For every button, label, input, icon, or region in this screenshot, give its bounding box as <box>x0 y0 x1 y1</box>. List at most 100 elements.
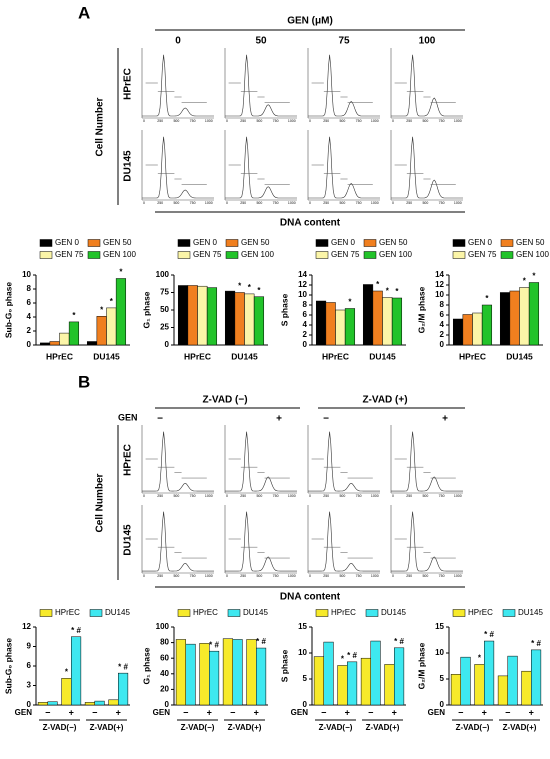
x-tick-label: − <box>368 707 373 717</box>
x-axis-label: GEN <box>428 708 446 717</box>
bar <box>39 342 51 346</box>
hist-tick: 250 <box>406 574 412 578</box>
y-tick-label: 4 <box>303 320 308 329</box>
hist-tick: 750 <box>273 201 279 205</box>
bar <box>96 316 107 346</box>
hist-tick: 1000 <box>288 201 296 205</box>
bar <box>94 700 105 706</box>
y-tick-label: 10 <box>435 290 444 299</box>
x-tick-label: DU145 <box>231 351 258 361</box>
annotation: * <box>386 287 390 296</box>
y-tick-label: 40 <box>160 669 169 678</box>
y-tick-label: 0 <box>440 340 445 349</box>
y-tick-label: 14 <box>298 270 307 279</box>
y-tick-label: 10 <box>298 290 307 299</box>
bar <box>49 341 60 346</box>
bar <box>519 287 530 346</box>
hist-tick: 750 <box>356 494 362 498</box>
bar <box>472 312 483 346</box>
hist-tick: 0 <box>392 201 394 205</box>
legend-label: HPrEC <box>331 608 356 617</box>
column-label: 100 <box>419 36 436 47</box>
group-label: Z-VAD(+) <box>366 723 400 732</box>
row-label: HPrEC <box>123 444 134 476</box>
legend-swatch <box>177 239 191 247</box>
bar <box>528 282 540 346</box>
x-tick-label: + <box>69 707 74 717</box>
x-tick-label: − <box>92 707 97 717</box>
y-axis-label: Sub-G₀ phase <box>3 282 13 339</box>
legend-label: GEN 0 <box>468 238 493 247</box>
bar <box>531 649 542 706</box>
hist-tick: 0 <box>226 201 228 205</box>
histogram <box>225 54 297 117</box>
bar <box>370 640 381 706</box>
hist-tick: 500 <box>339 119 345 123</box>
hist-tick: 0 <box>226 494 228 498</box>
bar <box>481 304 493 346</box>
bar <box>253 296 265 346</box>
legend-label: GEN 75 <box>331 250 360 259</box>
hist-tick: 750 <box>190 201 196 205</box>
legend-label: GEN 50 <box>103 238 132 247</box>
annotation: * <box>395 287 399 296</box>
histogram <box>308 136 380 199</box>
hist-tick: 1000 <box>371 201 379 205</box>
x-tick-label: DU145 <box>369 351 396 361</box>
annotation: * <box>257 286 261 295</box>
legend-swatch <box>500 251 514 259</box>
bar <box>372 290 383 346</box>
x-tick-label: − <box>458 707 463 717</box>
x-tick-label: HPrEC <box>322 351 349 361</box>
sign-label: − <box>323 414 329 425</box>
histogram <box>391 431 463 492</box>
hist-tick: 500 <box>422 119 428 123</box>
hist-tick: 500 <box>422 574 428 578</box>
bar <box>224 290 236 346</box>
annotation: * <box>341 655 345 664</box>
annotation: * <box>100 305 104 314</box>
bar <box>244 293 255 346</box>
x-tick-label: + <box>207 707 212 717</box>
x-tick-label: DU145 <box>93 351 120 361</box>
annotation: * <box>65 667 69 676</box>
hist-tick: 750 <box>190 494 196 498</box>
hist-tick: 0 <box>309 201 311 205</box>
group-label: Z-VAD(+) <box>503 723 537 732</box>
bar <box>71 636 82 706</box>
hist-tick: 750 <box>190 119 196 123</box>
bar <box>118 672 129 706</box>
y-tick-label: 75 <box>160 288 169 297</box>
bar <box>84 702 95 706</box>
column-label: 75 <box>338 36 350 47</box>
histogram <box>225 431 297 492</box>
y-tick-label: 6 <box>27 661 32 670</box>
hist-tick: 1000 <box>454 119 462 123</box>
legend-label: DU145 <box>243 608 268 617</box>
y-tick-label: 60 <box>160 653 169 662</box>
column-label: 0 <box>175 36 181 47</box>
y-axis-label: G₁ phase <box>141 647 151 684</box>
legend-label: GEN 100 <box>516 250 549 259</box>
hist-tick: 500 <box>173 574 179 578</box>
hist-tick: 750 <box>356 574 362 578</box>
y-axis-label: G₂/M phase <box>416 286 426 333</box>
hist-tick: 250 <box>157 494 163 498</box>
bar <box>232 639 243 706</box>
hist-tick: 500 <box>422 201 428 205</box>
bar <box>452 318 464 346</box>
sign-label: − <box>157 414 163 425</box>
y-label: Cell Number <box>95 473 106 532</box>
hist-tick: 750 <box>439 201 445 205</box>
annotation: * <box>485 294 489 303</box>
y-label: Cell Number <box>95 97 106 156</box>
legend-label: GEN 75 <box>468 250 497 259</box>
bar <box>325 302 336 346</box>
hist-tick: 500 <box>173 201 179 205</box>
hist-tick: 250 <box>406 201 412 205</box>
bar <box>347 661 358 706</box>
y-tick-label: 2 <box>303 330 308 339</box>
bar <box>59 332 70 346</box>
annotation: * <box>119 268 123 277</box>
legend-label: GEN 50 <box>516 238 545 247</box>
